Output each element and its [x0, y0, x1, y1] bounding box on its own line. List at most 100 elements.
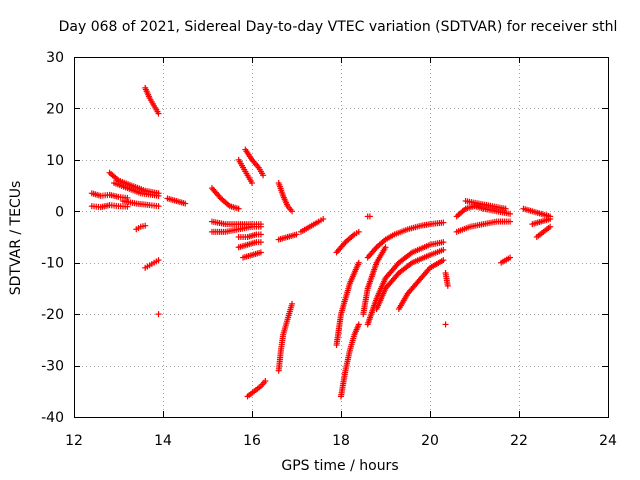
- series-arc-16: [240, 249, 264, 261]
- series-arc-38: [498, 254, 514, 266]
- data-point: [507, 218, 514, 225]
- data-point: [155, 203, 162, 210]
- series-arc-24: [333, 228, 362, 256]
- data-point: [262, 378, 269, 384]
- y-tick-label: -40: [41, 410, 64, 426]
- data-point: [502, 205, 509, 212]
- plot-frame: [74, 57, 609, 418]
- series-arc-6: [142, 84, 162, 117]
- data-point: [155, 110, 162, 117]
- data-point: [442, 321, 449, 328]
- data-point: [257, 249, 264, 256]
- y-tick-label: -20: [41, 307, 64, 323]
- series-arc-9: [155, 311, 162, 318]
- series-arc-34: [442, 321, 449, 328]
- data-point: [155, 192, 162, 199]
- series-arc-32: [395, 257, 447, 312]
- series-arc-3: [106, 169, 162, 197]
- series-arc-28: [364, 219, 447, 261]
- y-axis-label: SDTVAR / TECUs: [8, 181, 24, 296]
- data-point: [257, 223, 264, 230]
- x-axis-tick-labels: 12 14 16 18 20 22 24: [65, 433, 617, 449]
- data-point: [257, 231, 264, 238]
- series-arc-41: [533, 223, 554, 240]
- data-points: [88, 84, 554, 400]
- data-point: [440, 257, 447, 264]
- series-arc-15: [235, 239, 264, 251]
- series-arc-8: [142, 257, 162, 271]
- data-point: [260, 172, 267, 179]
- series-arc-37: [462, 198, 509, 212]
- series-arc-21: [275, 231, 300, 243]
- data-point: [124, 194, 131, 201]
- series-arc-22: [275, 300, 296, 374]
- y-tick-label: -30: [41, 359, 64, 375]
- series-arc-23: [297, 216, 327, 235]
- series-arc-26: [338, 321, 362, 400]
- y-tick-label: 10: [46, 153, 64, 169]
- series-arc-19: [244, 378, 269, 400]
- series-arc-2: [88, 202, 131, 211]
- data-point: [249, 180, 255, 186]
- x-tick-label: 12: [65, 433, 83, 449]
- data-point: [382, 244, 389, 251]
- chart-title: Day 068 of 2021, Sidereal Day-to-day VTE…: [59, 19, 618, 35]
- x-axis-label: GPS time / hours: [281, 458, 398, 474]
- data-point: [293, 231, 300, 238]
- series-arc-29: [360, 244, 389, 318]
- y-tick-label: -10: [41, 256, 64, 272]
- data-point: [507, 210, 514, 217]
- series-arc-4: [111, 180, 162, 199]
- series-arc-36: [453, 218, 514, 235]
- series-arc-5: [119, 198, 162, 210]
- series-arc-30: [364, 239, 447, 328]
- series-arc-1: [88, 190, 131, 201]
- series-arc-20: [275, 180, 296, 215]
- y-axis-tick-labels: 30 20 10 0 -10 -20 -30 -40: [41, 50, 64, 426]
- data-point: [289, 300, 296, 307]
- series-arc-31: [373, 246, 447, 312]
- grid-lines: [74, 57, 608, 417]
- series-arc-17: [235, 156, 255, 186]
- data-point: [355, 228, 362, 235]
- series-arc-13: [208, 223, 264, 235]
- data-point: [320, 216, 327, 222]
- series-arc-14: [235, 231, 264, 240]
- data-point: [547, 216, 554, 222]
- y-tick-label: 0: [55, 204, 64, 220]
- series-arc-35: [453, 203, 514, 220]
- data-point: [124, 203, 131, 210]
- data-point: [289, 208, 296, 215]
- x-tick-label: 16: [243, 433, 261, 449]
- series-arc-27: [364, 213, 373, 220]
- data-point: [440, 219, 447, 226]
- data-point: [155, 257, 162, 264]
- data-point: [142, 222, 149, 229]
- data-point: [257, 239, 264, 246]
- data-point: [355, 321, 362, 328]
- x-tick-label: 14: [154, 433, 172, 449]
- data-point: [440, 246, 447, 253]
- series-arc-11: [208, 185, 242, 212]
- data-point: [155, 311, 162, 318]
- data-point: [547, 223, 554, 230]
- series-arc-18: [242, 146, 267, 179]
- series-arc-12: [208, 218, 264, 228]
- series-arc-33: [442, 270, 451, 289]
- data-point: [507, 254, 514, 261]
- data-point: [355, 259, 362, 266]
- series-arc-10: [164, 195, 189, 207]
- series-arc-7: [133, 222, 149, 233]
- data-point: [366, 213, 373, 220]
- x-tick-label: 22: [510, 433, 528, 449]
- series-arc-25: [333, 259, 362, 348]
- data-point: [235, 205, 242, 212]
- x-tick-label: 18: [332, 433, 350, 449]
- x-tick-label: 24: [599, 433, 617, 449]
- series-arc-40: [529, 216, 554, 228]
- y-tick-label: 20: [46, 101, 64, 117]
- data-point: [444, 282, 451, 289]
- data-point: [440, 239, 447, 246]
- y-tick-label: 30: [46, 50, 64, 66]
